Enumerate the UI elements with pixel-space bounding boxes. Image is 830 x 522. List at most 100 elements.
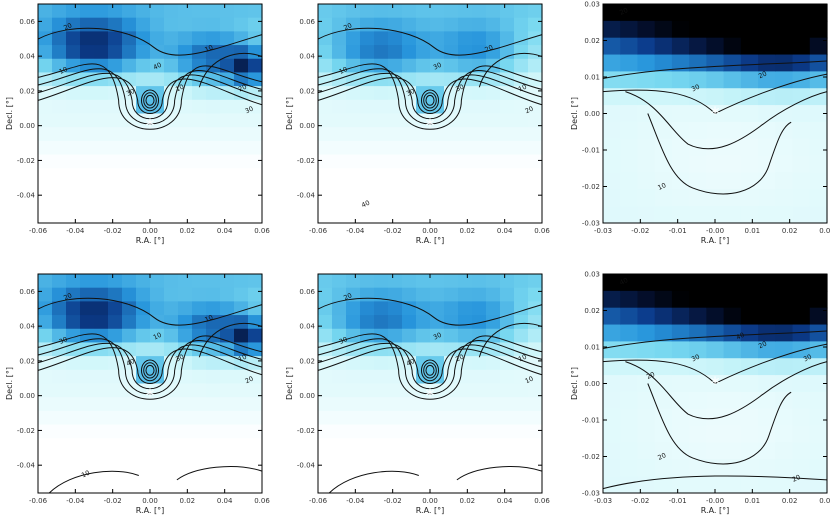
heatmap-cell	[374, 438, 389, 453]
heatmap-cell	[444, 369, 459, 385]
heatmap-cell	[80, 86, 95, 101]
heatmap-cell	[620, 54, 639, 72]
heatmap-cell	[248, 328, 263, 344]
heatmap-cell	[332, 45, 347, 60]
y-tick-label: 0.01	[584, 74, 600, 82]
heatmap-cell	[332, 127, 347, 142]
heatmap-cell	[402, 383, 417, 398]
heatmap-cell	[723, 4, 742, 22]
heatmap-cell	[220, 438, 235, 453]
heatmap-cell	[500, 209, 515, 224]
heatmap-cell	[792, 324, 811, 342]
heatmap-cell	[108, 479, 123, 494]
heatmap-cell	[809, 391, 828, 410]
heatmap-cell	[360, 58, 375, 74]
heatmap-cell	[514, 438, 529, 453]
heatmap-cell	[792, 375, 811, 393]
heatmap-cell	[178, 113, 193, 128]
heatmap-cell	[360, 168, 375, 183]
heatmap-cell	[654, 189, 673, 207]
heatmap-cell	[192, 17, 207, 32]
heatmap-cell	[514, 287, 529, 302]
heatmap-cell	[234, 315, 249, 330]
heatmap-cell	[775, 206, 794, 224]
heatmap-cell	[500, 140, 515, 156]
heatmap-cell	[248, 31, 263, 46]
heatmap-cell	[150, 209, 165, 224]
heatmap-cell	[206, 479, 221, 494]
y-tick-label: -0.01	[582, 147, 600, 155]
heatmap-cell	[248, 451, 263, 467]
heatmap-cell	[108, 4, 123, 19]
heatmap-cell	[809, 476, 828, 494]
heatmap-cell	[723, 442, 742, 460]
heatmap-cell	[486, 479, 501, 494]
heatmap-cell	[52, 140, 67, 156]
contour-line	[317, 68, 543, 125]
heatmap-cell	[603, 459, 621, 477]
heatmap-cell	[178, 31, 193, 46]
heatmap-cell	[164, 465, 179, 480]
heatmap-cell	[388, 397, 403, 412]
x-tick-label: -0.02	[104, 497, 122, 505]
heatmap-cell	[388, 328, 403, 344]
heatmap-cell	[360, 438, 375, 453]
heatmap-cell	[671, 155, 690, 174]
heatmap-cell	[388, 140, 403, 156]
heatmap-cell	[192, 397, 207, 412]
heatmap-cell	[671, 290, 690, 309]
heatmap-cell	[388, 17, 403, 32]
heatmap-cell	[472, 168, 487, 183]
heatmap-cell	[809, 341, 828, 359]
contour-line	[317, 63, 543, 130]
heatmap-cell	[52, 58, 67, 74]
heatmap-cell	[775, 391, 794, 410]
heatmap-cell	[740, 189, 759, 207]
heatmap-cell	[514, 356, 529, 371]
heatmap-cell	[603, 71, 621, 89]
heatmap-cell	[706, 476, 725, 494]
heatmap-cell	[220, 86, 235, 101]
heatmap-cell	[458, 397, 473, 412]
heatmap-cell	[416, 4, 431, 19]
heatmap-cell	[472, 58, 487, 74]
heatmap-cell	[723, 20, 742, 39]
heatmap-cell	[740, 307, 759, 326]
heatmap-cell	[792, 391, 811, 410]
heatmap-cell	[374, 315, 389, 330]
heatmap-cell	[402, 31, 417, 46]
heatmap-cell	[234, 4, 249, 19]
heatmap-cell	[318, 58, 333, 74]
heatmap-cell	[486, 209, 501, 224]
heatmap-cell	[402, 356, 417, 371]
heatmap-cell	[740, 375, 759, 393]
heatmap-cell	[122, 45, 137, 60]
heatmap-cell	[654, 307, 673, 326]
heatmap-cell	[758, 37, 776, 56]
contour-line	[478, 52, 543, 88]
heatmap-cell	[94, 410, 109, 426]
heatmap-cell	[486, 181, 501, 197]
heatmap-cell	[178, 287, 193, 302]
heatmap-cell	[136, 342, 151, 357]
heatmap-cell	[360, 274, 375, 289]
heatmap-cell	[66, 410, 81, 426]
x-tick-label: -0.02	[384, 497, 402, 505]
heatmap-cell	[620, 88, 639, 106]
heatmap-cell	[38, 99, 53, 115]
heatmap-cell	[430, 301, 445, 316]
heatmap-cell	[234, 383, 249, 398]
heatmap-cell	[332, 17, 347, 32]
contour-ring	[425, 94, 435, 106]
x-axis-label: R.A. [°]	[136, 506, 164, 515]
heatmap-cell	[318, 113, 333, 128]
heatmap-cell	[620, 189, 639, 207]
heatmap-cell	[220, 424, 235, 439]
heatmap-cell	[444, 31, 459, 46]
heatmap-cell	[318, 99, 333, 115]
heatmap-cell	[80, 181, 95, 197]
heatmap-cell	[108, 154, 123, 169]
y-tick-label: -0.03	[582, 490, 600, 498]
heatmap-cell	[603, 425, 621, 444]
heatmap-cell	[792, 408, 811, 427]
